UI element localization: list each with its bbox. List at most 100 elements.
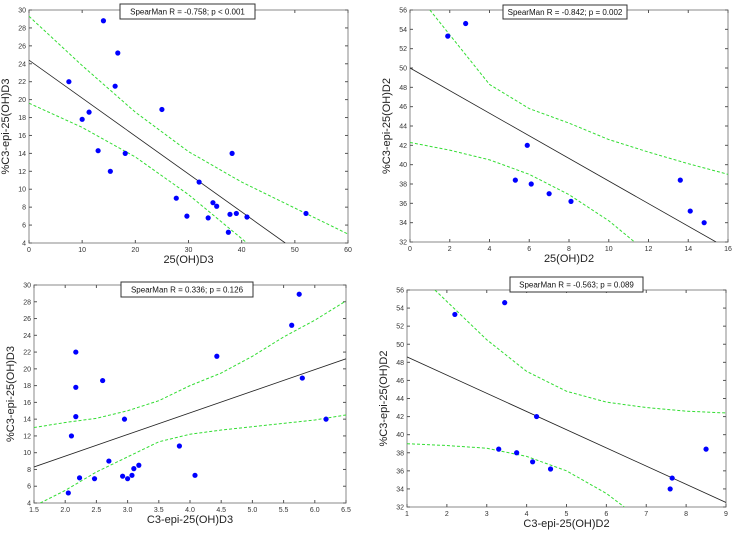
y-tick-label: 52	[399, 46, 407, 53]
x-tick-label: 20	[131, 247, 139, 254]
x-tick-label: 6	[604, 511, 608, 518]
data-point	[121, 416, 128, 422]
regression-line	[29, 59, 286, 243]
x-tick-label: 6.0	[310, 507, 320, 514]
x-tick-label: 30	[185, 247, 193, 254]
x-tick-label: 60	[344, 247, 352, 254]
plot-frame	[409, 9, 729, 243]
data-point	[445, 33, 451, 39]
y-tick-label: 50	[399, 66, 407, 73]
data-point	[669, 475, 675, 481]
x-tick-label: 0	[408, 246, 412, 253]
stats-annotation: SpearMan R = -0.758; p < 0.001	[130, 8, 245, 17]
y-tick-label: 16	[23, 400, 31, 407]
y-tick-label: 38	[396, 450, 404, 457]
plot-frame	[33, 284, 347, 504]
y-tick-label: 50	[396, 342, 404, 349]
ci-upper-band	[434, 290, 726, 414]
x-tick-label: 9	[724, 511, 728, 518]
data-point	[120, 473, 126, 479]
y-tick-label: 10	[18, 187, 26, 194]
data-point	[463, 20, 469, 27]
data-point	[115, 50, 121, 56]
y-tick-label: 26	[18, 43, 26, 50]
y-tick-label: 30	[23, 283, 31, 290]
data-point	[687, 208, 693, 214]
plot-frame	[28, 9, 349, 244]
x-tick-label: 7	[644, 511, 648, 518]
x-tick-label: 2.5	[92, 507, 102, 514]
data-point	[91, 476, 98, 482]
x-tick-label: 8	[567, 246, 571, 253]
stats-annotation: SpearMan R = -0.563; p = 0.089	[519, 281, 634, 290]
x-tick-label: 12	[645, 246, 653, 253]
x-tick-label: 6.5	[341, 507, 351, 514]
x-tick-label: 4.0	[185, 507, 195, 514]
data-point	[100, 377, 106, 384]
stats-box	[119, 3, 256, 20]
data-point	[73, 349, 79, 355]
data-point	[530, 459, 536, 465]
y-tick-label: 46	[396, 378, 404, 385]
y-tick-label: 20	[18, 97, 26, 104]
x-tick-label: 14	[684, 246, 692, 253]
x-axis-label: C3-epi-25(OH)D2	[523, 518, 609, 530]
y-tick-label: 14	[18, 151, 26, 158]
data-point	[131, 466, 137, 472]
ci-lower-band	[407, 443, 625, 507]
y-tick-label: 20	[23, 366, 31, 373]
y-tick-label: 30	[18, 8, 26, 15]
x-axis-label: 25(OH)D3	[163, 254, 213, 266]
data-point	[512, 177, 518, 183]
y-tick-label: 10	[23, 450, 31, 457]
y-tick-label: 8	[22, 205, 26, 212]
x-tick-label: 6	[527, 246, 531, 253]
y-tick-label: 42	[396, 414, 404, 421]
data-point	[323, 416, 329, 422]
stats-box	[509, 276, 644, 293]
data-point	[73, 384, 79, 390]
plot-frame	[406, 289, 727, 508]
y-tick-label: 4	[22, 241, 26, 248]
ci-upper-band	[429, 10, 728, 175]
data-point	[233, 210, 239, 217]
y-tick-label: 32	[399, 240, 407, 247]
y-tick-label: 46	[399, 104, 407, 111]
data-point	[68, 433, 75, 439]
data-point	[677, 177, 683, 183]
data-point	[496, 446, 502, 452]
ci-upper-band	[29, 15, 348, 235]
stats-annotation: SpearMan R = -0.842; p = 0.002	[508, 8, 623, 17]
data-point	[76, 475, 83, 481]
y-tick-label: 42	[399, 143, 407, 150]
plot-content	[410, 10, 728, 242]
data-point	[66, 79, 72, 85]
y-tick-label: 54	[396, 306, 404, 313]
data-point	[502, 300, 508, 306]
data-point	[547, 466, 554, 472]
x-tick-label: 3.5	[154, 507, 164, 514]
x-tick-label: 50	[291, 247, 299, 254]
stats-box	[120, 281, 254, 298]
data-point	[225, 229, 231, 235]
data-point	[214, 353, 220, 359]
data-point	[196, 179, 202, 185]
data-point	[227, 211, 233, 217]
y-tick-label: 56	[399, 8, 407, 15]
y-axis-label: %C3-epi-25(OH)D2	[381, 78, 393, 174]
x-tick-label: 4	[488, 246, 492, 253]
x-tick-label: 2	[448, 246, 452, 253]
data-point	[159, 106, 165, 113]
y-axis-label: %C3-epi-25(OH)D3	[0, 79, 12, 175]
ci-upper-band	[34, 300, 346, 429]
plot-content	[34, 291, 346, 503]
y-tick-label: 44	[396, 396, 404, 403]
data-point	[106, 458, 112, 464]
y-tick-label: 34	[399, 220, 407, 227]
x-tick-label: 40	[238, 247, 246, 254]
data-point	[205, 215, 211, 221]
ci-lower-band	[40, 414, 346, 503]
data-point	[528, 181, 534, 187]
y-tick-label: 52	[396, 324, 404, 331]
